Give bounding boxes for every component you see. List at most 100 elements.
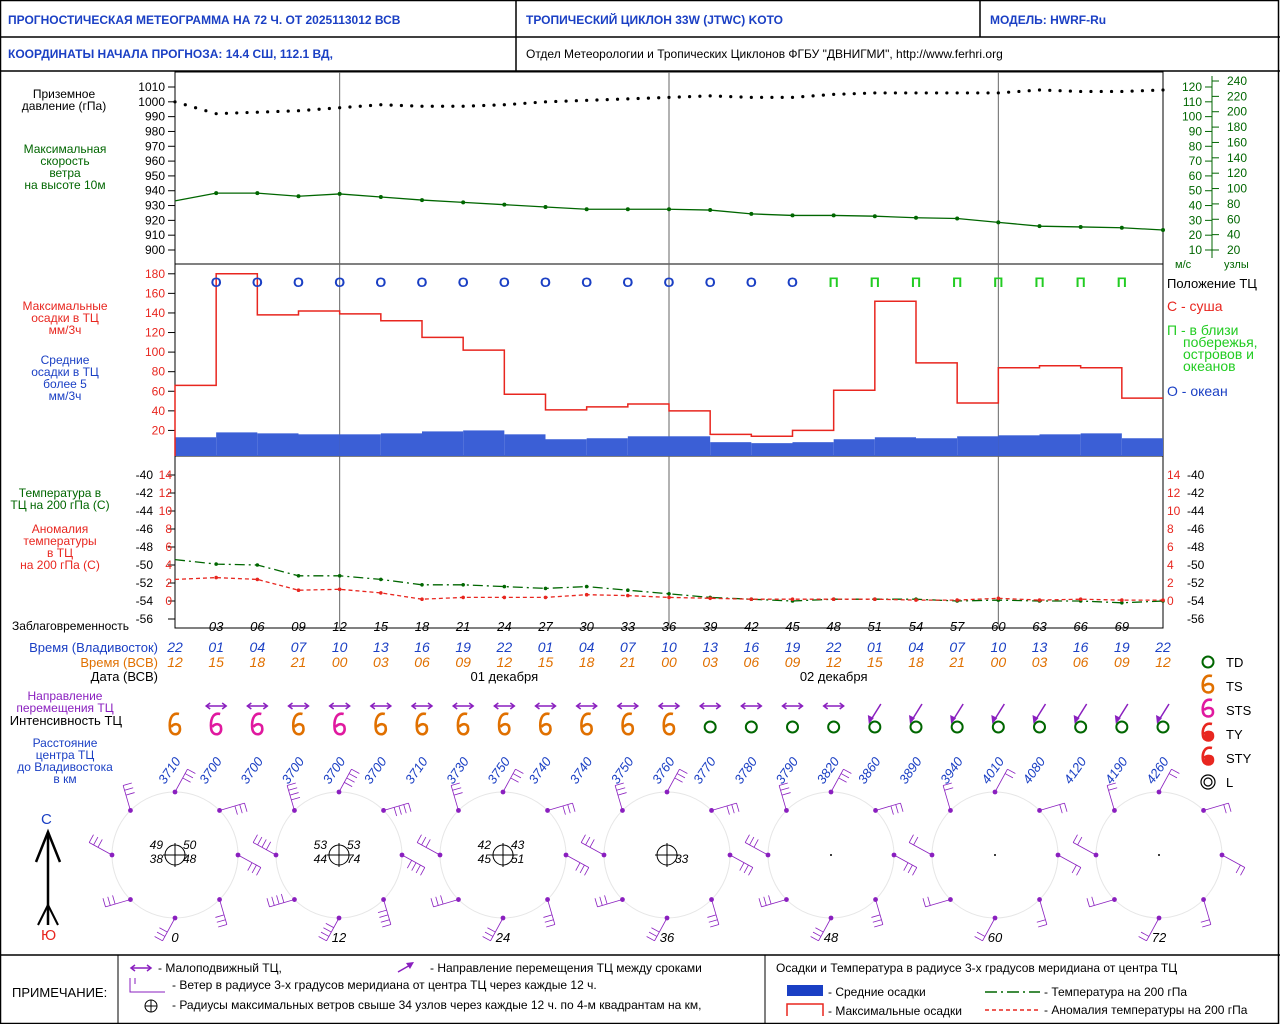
arrow-head-icon xyxy=(674,702,681,710)
sts-symbol-icon xyxy=(333,712,346,736)
direction-icon xyxy=(397,962,414,973)
wind-barb-flag xyxy=(289,792,299,796)
arrow-head-icon xyxy=(698,702,705,710)
wind-barb-flag xyxy=(874,924,883,928)
pressure-point xyxy=(1099,89,1103,94)
wind-point xyxy=(872,214,877,219)
td-symbol-icon xyxy=(744,720,758,734)
ts-symbol-icon xyxy=(662,712,676,736)
wind-barb-flag xyxy=(380,919,390,923)
precip-tick: 100 xyxy=(145,345,165,359)
wind-barb-flag xyxy=(1202,924,1211,928)
direction-label: Направление xyxy=(28,689,103,703)
ts-legend-icon xyxy=(1201,674,1215,694)
ts-symbol-icon xyxy=(621,712,635,736)
arrow-head-icon xyxy=(451,702,458,710)
anom-point xyxy=(1037,598,1042,602)
start-coordinates: КООРДИНАТЫ НАЧАЛА ПРОГНОЗА: 14.4 СШ, 112… xyxy=(8,47,333,61)
wind-barb-flag xyxy=(1064,803,1068,812)
lead-tick: 66 xyxy=(1073,619,1088,634)
lead-tick: 24 xyxy=(496,619,511,634)
lead-tick: 03 xyxy=(209,619,224,634)
anom-point xyxy=(955,598,959,602)
wind-barb-flag xyxy=(780,787,790,791)
wind-barb-flag xyxy=(895,804,899,814)
wind-barb xyxy=(908,842,933,856)
wind-barb-flag xyxy=(288,787,298,791)
position-coast-line: П - в близи xyxy=(1167,322,1238,338)
lead-tick: 30 xyxy=(579,619,594,634)
wind-point xyxy=(831,213,836,218)
arrow-head-icon xyxy=(304,702,310,710)
td-symbol-icon xyxy=(827,720,841,734)
wind-barb-flag xyxy=(710,924,719,928)
lead-tick: 48 xyxy=(826,619,841,634)
pressure-point xyxy=(1109,89,1114,94)
vlad-time-tick: 07 xyxy=(949,639,966,655)
utc-time-tick: 12 xyxy=(167,654,183,670)
wind-barb-flag xyxy=(781,792,791,796)
temp-tick-left: -40 xyxy=(136,468,154,482)
wind-barb-flag xyxy=(440,895,444,905)
pressure-point xyxy=(945,91,949,95)
distance-label: Расстояние xyxy=(33,736,98,750)
anom-point xyxy=(708,596,712,601)
pressure-point xyxy=(595,98,599,102)
precip-tick: 120 xyxy=(145,326,165,340)
utc-time-tick: 21 xyxy=(290,654,307,670)
radius-value: 38 xyxy=(150,852,164,866)
mean-precip-bar xyxy=(751,443,793,456)
radius-value: 49 xyxy=(150,838,164,852)
utc-time-label: Время (ВСВ) xyxy=(80,655,158,670)
arrow-head-icon xyxy=(551,702,557,710)
wind-barb xyxy=(490,917,504,942)
lead-tick: 39 xyxy=(703,619,717,634)
wind-barb-flag xyxy=(743,864,749,874)
mean-precip-bar xyxy=(586,438,628,456)
wind-barb-flag xyxy=(768,895,772,905)
wind-barb-flag xyxy=(398,805,402,815)
arrow-head-icon xyxy=(493,702,499,710)
distance-value: 3730 xyxy=(443,754,472,787)
anom-tick-right: 6 xyxy=(1167,540,1174,554)
wind-kt-tick: 40 xyxy=(1227,228,1241,242)
radius-value: 45 xyxy=(478,852,492,866)
pressure-point xyxy=(883,91,887,95)
pressure-point xyxy=(1089,89,1093,94)
pressure-point xyxy=(687,95,692,99)
wind-barb xyxy=(286,785,295,811)
distance-label: центра ТЦ xyxy=(36,748,95,762)
ts-symbol-icon xyxy=(497,712,511,736)
pressure-point xyxy=(842,92,846,96)
anom-point xyxy=(667,595,671,600)
wind-barb-flag xyxy=(515,768,524,774)
pressure-point xyxy=(554,99,558,104)
wind-barb xyxy=(88,842,113,856)
lead-tick: 54 xyxy=(909,619,923,634)
wind-barb-flag xyxy=(1140,931,1150,937)
ts-symbol-icon xyxy=(415,712,429,736)
position-marker: П xyxy=(993,274,1003,290)
wind-barb-flag xyxy=(594,898,598,907)
mean-precip-bar xyxy=(380,433,422,456)
pressure-tick: 920 xyxy=(145,213,165,227)
wind-point xyxy=(296,194,301,199)
wind-barb-flag xyxy=(351,768,360,774)
wind-barb xyxy=(502,768,516,793)
position-marker: О xyxy=(499,274,510,290)
wind-barb-flag xyxy=(416,834,422,843)
temp-tick-right: -50 xyxy=(1187,558,1205,572)
anom-tick-right: 2 xyxy=(1167,576,1174,590)
wind-barb xyxy=(219,899,228,925)
lead-tick: 60 xyxy=(991,619,1006,634)
ring-hour-label: 12 xyxy=(332,930,347,945)
max-precip-swatch xyxy=(786,1003,824,1016)
ring-hour-label: 72 xyxy=(1152,930,1167,945)
anom-tick-left: 6 xyxy=(165,540,172,554)
direction-arrow-icon xyxy=(870,703,882,721)
pressure-point xyxy=(862,91,867,95)
vlad-time-tick: 04 xyxy=(908,639,924,655)
direction-arrowhead-icon xyxy=(1156,715,1162,724)
arrow-head-icon xyxy=(592,702,598,710)
